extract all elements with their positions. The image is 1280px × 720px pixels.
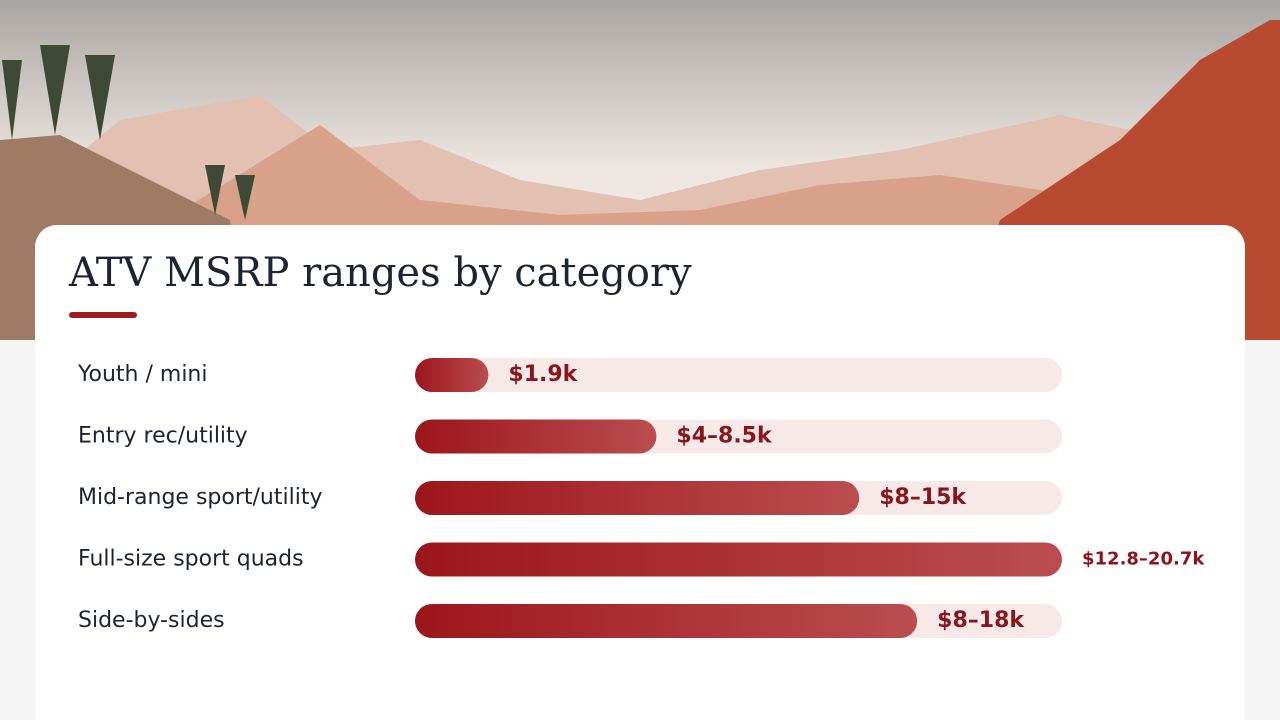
bar <box>415 542 1062 577</box>
title-underline <box>69 312 137 318</box>
category-label: Mid-range sport/utility <box>78 485 322 510</box>
bar <box>415 481 860 515</box>
value-label: $8–18k <box>937 608 1025 633</box>
category-label: Entry rec/utility <box>78 424 248 449</box>
category-label: Side-by-sides <box>78 608 225 633</box>
value-label: $4–8.5k <box>676 424 773 449</box>
bar <box>415 604 918 638</box>
bar-track <box>415 358 1062 392</box>
category-label: Full-size sport quads <box>78 547 304 572</box>
value-label: $8–15k <box>879 485 967 510</box>
category-label: Youth / mini <box>77 362 208 387</box>
bar <box>415 358 489 392</box>
chart-title: ATV MSRP ranges by category <box>68 250 692 296</box>
value-label: $12.8–20.7k <box>1082 549 1205 570</box>
card <box>35 225 1245 720</box>
trees <box>2 45 255 220</box>
bar <box>415 419 657 454</box>
value-label: $1.9k <box>508 362 578 387</box>
